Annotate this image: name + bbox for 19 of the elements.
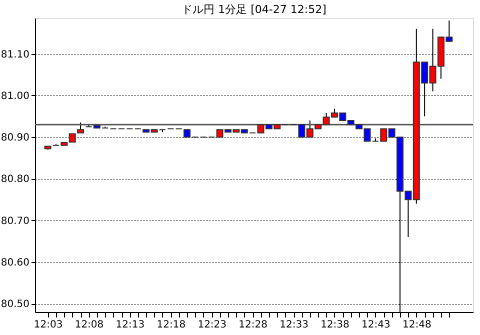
x-tick-label: 12:03 [34,320,63,330]
y-tick-label: 80.70 [0,216,30,227]
x-tick-label: 12:23 [198,320,227,330]
y-tick-label: 80.80 [0,174,30,186]
x-tick-label: 12:43 [362,320,390,330]
x-tick-label: 12:13 [116,320,145,330]
x-tick-label: 12:33 [280,320,308,330]
y-tick-label: 80.90 [0,132,30,144]
x-tick-label: 12:08 [74,320,104,330]
y-tick-label: 81.10 [0,49,30,60]
x-tick-label: 12:38 [320,320,350,330]
candlestick [77,122,84,134]
x-tick-label: 12:18 [156,320,186,330]
y-tick-label: 80.60 [0,258,30,269]
x-tick-label: 12:28 [238,320,268,330]
y-tick-label: 80.50 [0,299,30,310]
chart-title: ドル円 1分足 [04-27 12:52] [182,3,326,16]
x-tick-label: 12:48 [402,320,432,330]
y-tick-label: 81.00 [0,90,30,102]
